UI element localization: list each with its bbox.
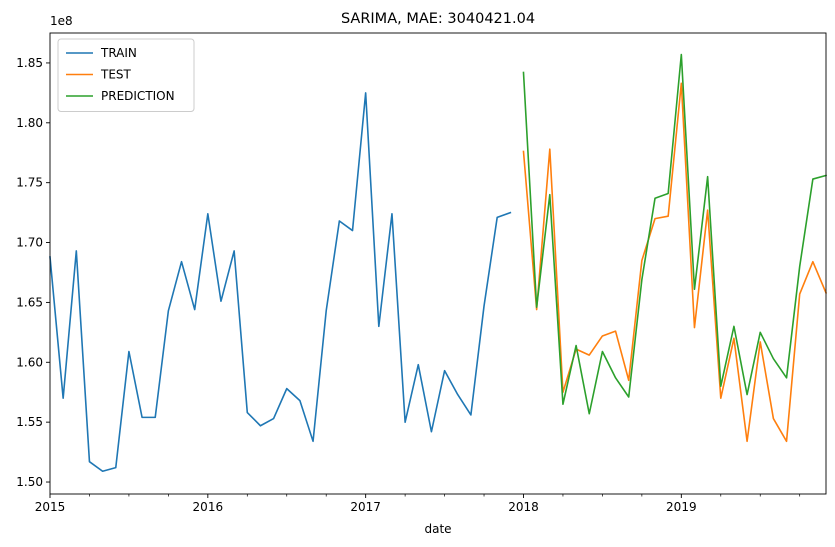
- y-tick-label: 1.60: [16, 355, 43, 369]
- legend-label-test: TEST: [100, 68, 132, 82]
- y-tick-label: 1.50: [16, 475, 43, 489]
- legend: TRAIN TEST PREDICTION: [57, 38, 195, 112]
- plot-area: 1.50 1.55 1.60 1.65 1.70 1.75 1.80 1.85 2015 2016…: [16, 32, 828, 514]
- y-tick-label: 1.65: [16, 295, 43, 309]
- y-tick-label: 1.75: [16, 176, 43, 190]
- y-tick-label: 1.80: [16, 116, 43, 130]
- x-tick-label: 2015: [35, 500, 66, 514]
- y-tick-label: 1.85: [16, 56, 43, 70]
- x-tick-label: 2017: [350, 500, 381, 514]
- x-tick-label: 2016: [193, 500, 224, 514]
- y-tick-label: 1.70: [16, 236, 43, 250]
- legend-label-prediction: PREDICTION: [101, 89, 175, 103]
- axes-frame: [49, 32, 827, 495]
- legend-box: [57, 38, 195, 112]
- y-tick-label: 1.55: [16, 415, 43, 429]
- x-axis-label: date: [424, 522, 451, 536]
- series-line-train: [49, 92, 512, 473]
- y-scale-label: 1e8: [50, 14, 73, 28]
- x-tick-label: 2019: [666, 500, 697, 514]
- x-tick-label: 2018: [508, 500, 539, 514]
- series-line-prediction: [522, 53, 827, 415]
- legend-label-train: TRAIN: [100, 46, 137, 60]
- chart-title: SARIMA, MAE: 3040421.04: [341, 11, 535, 27]
